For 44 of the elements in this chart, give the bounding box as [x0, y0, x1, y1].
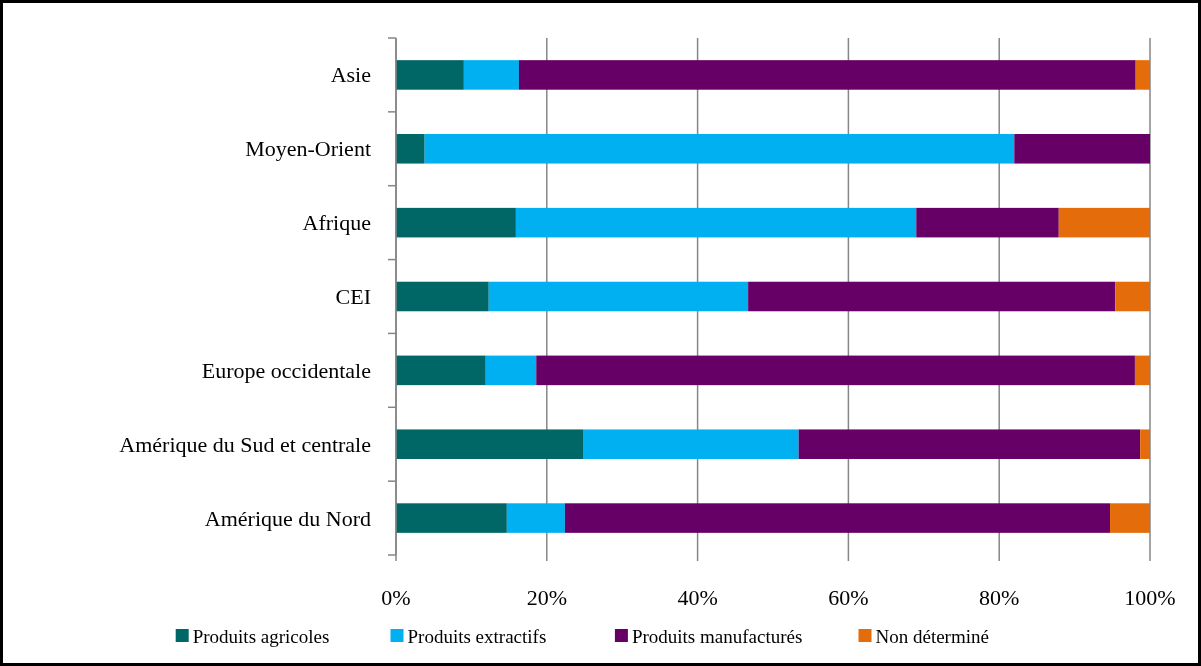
x-tick-label: 80%: [979, 585, 1020, 610]
bar: [396, 134, 425, 164]
bar: [396, 60, 464, 90]
x-tick-label: 100%: [1124, 585, 1176, 610]
bar: [798, 429, 1141, 459]
bar: [424, 134, 1015, 164]
bar: [1140, 429, 1150, 459]
bar: [515, 207, 917, 238]
bar: [396, 429, 583, 459]
bar: [488, 281, 749, 312]
legend-label: Non déterminé: [875, 625, 989, 647]
x-tick-label: 60%: [828, 585, 869, 610]
bar: [518, 60, 1136, 90]
y-tick-label: Asie: [330, 62, 371, 88]
y-tick-label: CEI: [335, 284, 371, 309]
bar: [463, 60, 519, 90]
legend-label: Produits manufacturés: [631, 625, 803, 647]
y-tick-label: Amérique du Nord: [204, 505, 371, 531]
bar: [506, 503, 565, 533]
bar: [396, 207, 516, 238]
bar: [396, 355, 486, 386]
x-tick-label: 40%: [677, 585, 718, 610]
y-tick-label: Afrique: [302, 210, 371, 236]
bar: [1014, 134, 1150, 164]
bar: [564, 503, 1111, 533]
y-tick-label: Europe occidentale: [201, 357, 371, 383]
bar: [396, 281, 489, 312]
x-tick-label: 20%: [526, 585, 567, 610]
bar: [1110, 503, 1150, 533]
bar: [536, 355, 1135, 386]
legend-label: Produits agricoles: [192, 625, 330, 647]
bar: [916, 207, 1059, 238]
bar: [1115, 281, 1150, 312]
bar: [748, 281, 1116, 312]
bar: [1058, 207, 1150, 238]
bar: [485, 355, 537, 386]
bar: [582, 429, 799, 459]
legend-label: Produits extractifs: [407, 625, 547, 647]
y-tick-label: Amérique du Sud et centrale: [119, 431, 371, 457]
x-tick-label: 0%: [381, 585, 411, 610]
bar: [1135, 60, 1150, 90]
y-tick-label: Moyen-Orient: [245, 136, 371, 162]
bar: [396, 503, 507, 533]
bar: [1134, 355, 1150, 386]
